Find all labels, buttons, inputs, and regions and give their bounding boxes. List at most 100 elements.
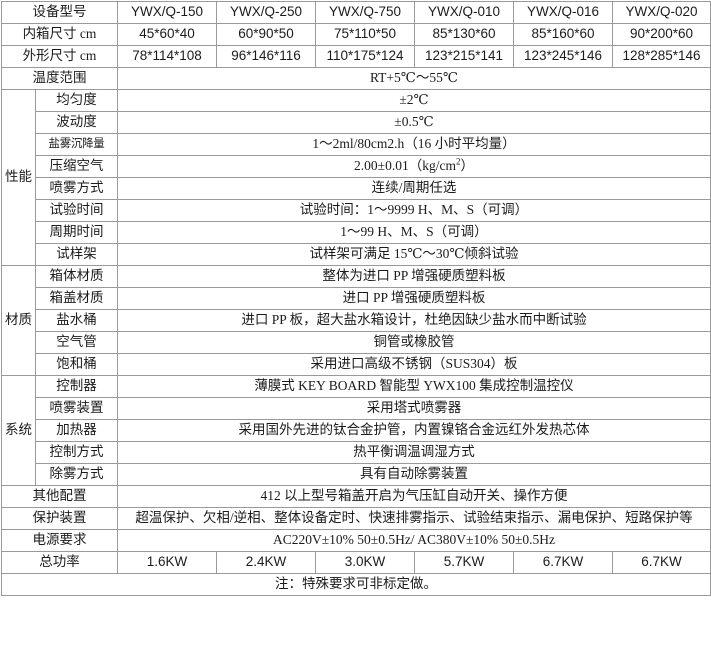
- value-box-material: 整体为进口 PP 增强硬质塑料板: [117, 265, 711, 288]
- sub-label-uniformity: 均匀度: [35, 89, 118, 112]
- model-cell-4: YWX/Q-010: [414, 1, 514, 24]
- value-brine-tank: 进口 PP 板，超大盐水箱设计，杜绝因缺少盐水而中断试验: [117, 309, 711, 332]
- inner-dim-cell-3: 75*110*50: [315, 23, 415, 46]
- table-row-inner-dimensions: 内箱尺寸 cm 45*60*40 60*90*50 75*110*50 85*1…: [1, 23, 711, 46]
- table-row-uniformity: 性能 均匀度 ±2℃: [1, 89, 711, 266]
- row-label-temperature-range: 温度范围: [1, 67, 118, 90]
- category-performance: 性能: [1, 89, 36, 266]
- table-row-salt-spray-deposition: 盐雾沉降量 1～2ml/80cm2.h（16 小时平均量）: [2, 133, 711, 156]
- table-row-defog-mode: 除雾方式 具有自动除雾装置: [2, 463, 711, 486]
- table-row-sample-rack: 试样架 试样架可满足 15℃～30℃倾斜试验: [2, 243, 711, 266]
- inner-dim-cell-5: 85*160*60: [513, 23, 613, 46]
- value-test-time: 试验时间：1～9999 H、M、S（可调）: [117, 199, 711, 222]
- sub-label-brine-tank: 盐水桶: [35, 309, 118, 332]
- total-power-cell-5: 6.7KW: [513, 551, 613, 574]
- table-row-other-config: 其他配置 412 以上型号箱盖开启为气压缸自动开关、操作方便: [1, 485, 711, 508]
- sub-label-heater: 加热器: [35, 419, 118, 442]
- value-salt-spray-deposition: 1～2ml/80cm2.h（16 小时平均量）: [117, 133, 711, 156]
- temperature-range-value: RT+5℃～55℃: [117, 67, 711, 90]
- value-protection-device: 超温保护、欠相/逆相、整体设备定时、快速排雾指示、试验结束指示、漏电保护、短路保…: [117, 507, 711, 530]
- table-row-box-material: 材质 箱体材质 整体为进口 PP 增强硬质塑料板: [1, 265, 711, 376]
- table-row-protection-device: 保护装置 超温保护、欠相/逆相、整体设备定时、快速排雾指示、试验结束指示、漏电保…: [1, 507, 711, 530]
- table-row-outer-dimensions: 外形尺寸 cm 78*114*108 96*146*116 110*175*12…: [1, 45, 711, 68]
- total-power-cell-6: 6.7KW: [612, 551, 711, 574]
- sub-label-sample-rack: 试样架: [35, 243, 118, 266]
- specification-sheet: 设备型号 YWX/Q-150 YWX/Q-250 YWX/Q-750 YWX/Q…: [1, 1, 711, 596]
- value-saturation-tank: 采用进口高级不锈钢（SUS304）板: [117, 353, 711, 376]
- value-power-supply: AC220V±10% 50±0.5Hz/ AC380V±10% 50±0.5Hz: [117, 529, 711, 552]
- total-power-cell-3: 3.0KW: [315, 551, 415, 574]
- value-defog-mode: 具有自动除雾装置: [117, 463, 711, 486]
- outer-dim-cell-6: 128*285*146: [612, 45, 711, 68]
- specification-table: 设备型号 YWX/Q-150 YWX/Q-250 YWX/Q-750 YWX/Q…: [1, 1, 711, 596]
- total-power-cell-4: 5.7KW: [414, 551, 514, 574]
- value-control-mode: 热平衡调温调湿方式: [117, 441, 711, 464]
- model-cell-5: YWX/Q-016: [513, 1, 613, 24]
- sub-label-salt-spray-deposition: 盐雾沉降量: [35, 133, 118, 156]
- table-row-cycle-time: 周期时间 1～99 H、M、S（可调）: [2, 221, 711, 244]
- sub-label-box-material: 箱体材质: [35, 265, 118, 288]
- value-spray-device: 采用塔式喷雾器: [117, 397, 711, 420]
- sub-label-control-mode: 控制方式: [35, 441, 118, 464]
- value-sample-rack: 试样架可满足 15℃～30℃倾斜试验: [117, 243, 711, 266]
- row-label-protection-device: 保护装置: [1, 507, 118, 530]
- table-row-saturation-tank: 饱和桶 采用进口高级不锈钢（SUS304）板: [2, 353, 711, 376]
- value-cycle-time: 1～99 H、M、S（可调）: [117, 221, 711, 244]
- inner-dim-cell-4: 85*130*60: [414, 23, 514, 46]
- table-row-spray-mode: 喷雾方式 连续/周期任选: [2, 177, 711, 200]
- row-label-outer-dimensions: 外形尺寸 cm: [1, 45, 118, 68]
- category-system: 系统: [1, 375, 36, 486]
- value-compressed-air: 2.00±0.01（kg/cm2）: [117, 155, 711, 178]
- table-row-total-power: 总功率 1.6KW 2.4KW 3.0KW 5.7KW 6.7KW 6.7KW: [1, 551, 711, 574]
- sub-label-lid-material: 箱盖材质: [35, 287, 118, 310]
- row-label-total-power: 总功率: [1, 551, 118, 574]
- model-cell-1: YWX/Q-150: [117, 1, 217, 24]
- value-air-pipe: 铜管或橡胶管: [117, 331, 711, 354]
- row-label-inner-dimensions: 内箱尺寸 cm: [1, 23, 118, 46]
- sub-label-cycle-time: 周期时间: [35, 221, 118, 244]
- footnote: 注：特殊要求可非标定做。: [1, 573, 711, 596]
- model-cell-3: YWX/Q-750: [315, 1, 415, 24]
- sub-label-defog-mode: 除雾方式: [35, 463, 118, 486]
- table-row-air-pipe: 空气管 铜管或橡胶管: [2, 331, 711, 354]
- model-cell-6: YWX/Q-020: [612, 1, 711, 24]
- category-performance-label: 性能: [5, 169, 32, 185]
- table-row-spray-device: 喷雾装置 采用塔式喷雾器: [2, 397, 711, 420]
- table-row-control-mode: 控制方式 热平衡调温调湿方式: [2, 441, 711, 464]
- sub-label-controller: 控制器: [35, 375, 118, 398]
- table-row-note: 注：特殊要求可非标定做。: [1, 573, 711, 596]
- value-lid-material: 进口 PP 增强硬质塑料板: [117, 287, 711, 310]
- value-spray-mode: 连续/周期任选: [117, 177, 711, 200]
- table-row-compressed-air: 压缩空气 2.00±0.01（kg/cm2）: [2, 155, 711, 178]
- value-controller: 薄膜式 KEY BOARD 智能型 YWX100 集成控制温控仪: [117, 375, 711, 398]
- outer-dim-cell-5: 123*245*146: [513, 45, 613, 68]
- sub-label-compressed-air: 压缩空气: [35, 155, 118, 178]
- row-label-other-config: 其他配置: [1, 485, 118, 508]
- table-row-lid-material: 箱盖材质 进口 PP 增强硬质塑料板: [2, 287, 711, 310]
- inner-dim-cell-2: 60*90*50: [216, 23, 316, 46]
- outer-dim-cell-3: 110*175*124: [315, 45, 415, 68]
- category-material: 材质: [1, 265, 36, 376]
- row-label-model: 设备型号: [1, 1, 118, 24]
- sub-label-fluctuation: 波动度: [35, 111, 118, 134]
- outer-dim-cell-1: 78*114*108: [117, 45, 217, 68]
- row-label-power-supply: 电源要求: [1, 529, 118, 552]
- value-fluctuation: ±0.5℃: [117, 111, 711, 134]
- table-row-controller: 系统 控制器 薄膜式 KEY BOARD 智能型 YWX100 集成控制温控仪: [1, 375, 711, 486]
- table-row-temperature-range: 温度范围 RT+5℃～55℃: [1, 67, 711, 90]
- table-row-power-supply: 电源要求 AC220V±10% 50±0.5Hz/ AC380V±10% 50±…: [1, 529, 711, 552]
- total-power-cell-2: 2.4KW: [216, 551, 316, 574]
- table-row-model: 设备型号 YWX/Q-150 YWX/Q-250 YWX/Q-750 YWX/Q…: [1, 1, 711, 24]
- model-cell-2: YWX/Q-250: [216, 1, 316, 24]
- sub-label-spray-mode: 喷雾方式: [35, 177, 118, 200]
- outer-dim-cell-4: 123*215*141: [414, 45, 514, 68]
- value-uniformity: ±2℃: [117, 89, 711, 112]
- total-power-cell-1: 1.6KW: [117, 551, 217, 574]
- table-row-brine-tank: 盐水桶 进口 PP 板，超大盐水箱设计，杜绝因缺少盐水而中断试验: [2, 309, 711, 332]
- inner-dim-cell-6: 90*200*60: [612, 23, 711, 46]
- category-material-label: 材质: [5, 312, 32, 328]
- sub-label-air-pipe: 空气管: [35, 331, 118, 354]
- table-row-fluctuation: 波动度 ±0.5℃: [2, 111, 711, 134]
- inner-dim-cell-1: 45*60*40: [117, 23, 217, 46]
- category-system-label: 系统: [5, 422, 32, 438]
